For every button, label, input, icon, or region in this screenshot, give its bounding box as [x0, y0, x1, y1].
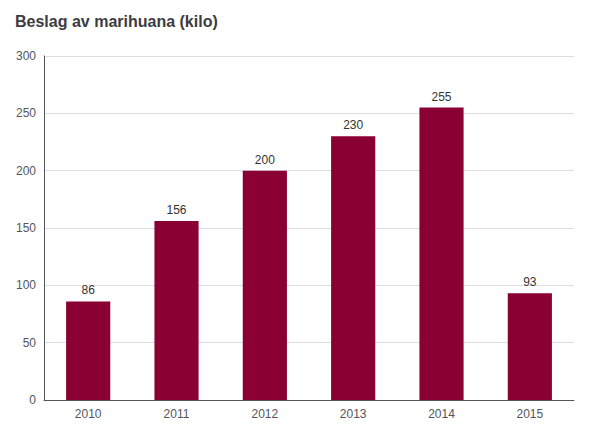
svg-text:230: 230: [343, 118, 363, 132]
svg-text:2014: 2014: [428, 407, 455, 421]
svg-text:200: 200: [255, 153, 275, 167]
svg-text:2010: 2010: [75, 407, 102, 421]
svg-text:Beslag av marihuana (kilo): Beslag av marihuana (kilo): [15, 13, 218, 30]
svg-text:100: 100: [16, 278, 36, 292]
svg-text:50: 50: [23, 336, 37, 350]
svg-text:93: 93: [523, 275, 537, 289]
svg-text:2013: 2013: [340, 407, 367, 421]
svg-text:200: 200: [16, 164, 36, 178]
svg-text:250: 250: [16, 106, 36, 120]
svg-text:2012: 2012: [251, 407, 278, 421]
svg-text:0: 0: [29, 393, 36, 407]
svg-text:300: 300: [16, 49, 36, 63]
svg-text:255: 255: [431, 90, 451, 104]
svg-text:2015: 2015: [516, 407, 543, 421]
svg-text:86: 86: [82, 283, 96, 297]
svg-text:156: 156: [167, 203, 187, 217]
svg-text:2011: 2011: [164, 407, 190, 421]
svg-text:150: 150: [16, 221, 36, 235]
